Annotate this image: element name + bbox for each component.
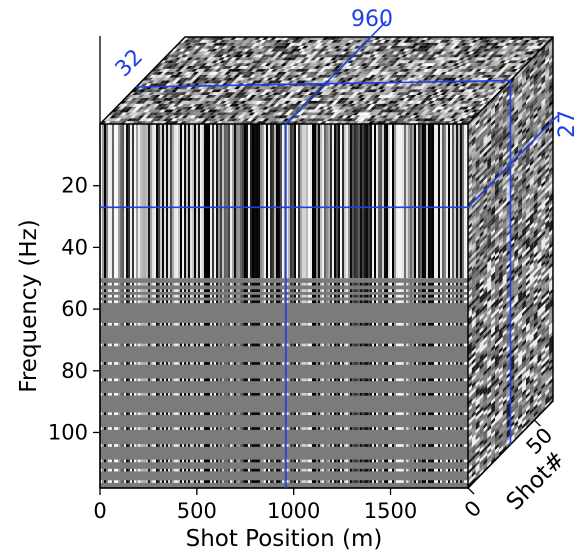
z-tick-mark <box>467 487 475 495</box>
y-axis-ticks: 20 40 60 80 100 <box>48 174 100 444</box>
slice-line-shot-position <box>285 20 387 488</box>
y-tick-label: 20 <box>61 174 88 198</box>
x-tick-label: 500 <box>177 499 217 523</box>
slice-line-frequency <box>100 115 558 209</box>
y-tick-label: 60 <box>61 297 88 321</box>
slice-label-shot-number: 32 <box>111 45 148 82</box>
slice-line-shot-number <box>136 79 512 445</box>
x-axis-title: Shot Position (m) <box>186 526 383 552</box>
z-tick-label: 0 <box>460 496 486 522</box>
x-tick-label: 0 <box>93 499 106 523</box>
y-tick-label: 40 <box>61 235 88 259</box>
front-face-image <box>100 124 468 488</box>
y-tick-label: 80 <box>61 359 88 383</box>
y-axis-title: Frequency (Hz) <box>16 219 42 392</box>
x-tick-label: 1000 <box>267 499 320 523</box>
slice-label-frequency: 27 <box>555 110 580 138</box>
z-tick-mark <box>533 419 541 427</box>
x-tick-label: 1500 <box>364 499 417 523</box>
slice-label-shot-position: 960 <box>351 7 393 32</box>
x-axis-ticks: 0 500 1000 1500 <box>93 488 417 523</box>
y-tick-label: 100 <box>48 420 88 444</box>
slice-lines <box>100 20 558 488</box>
